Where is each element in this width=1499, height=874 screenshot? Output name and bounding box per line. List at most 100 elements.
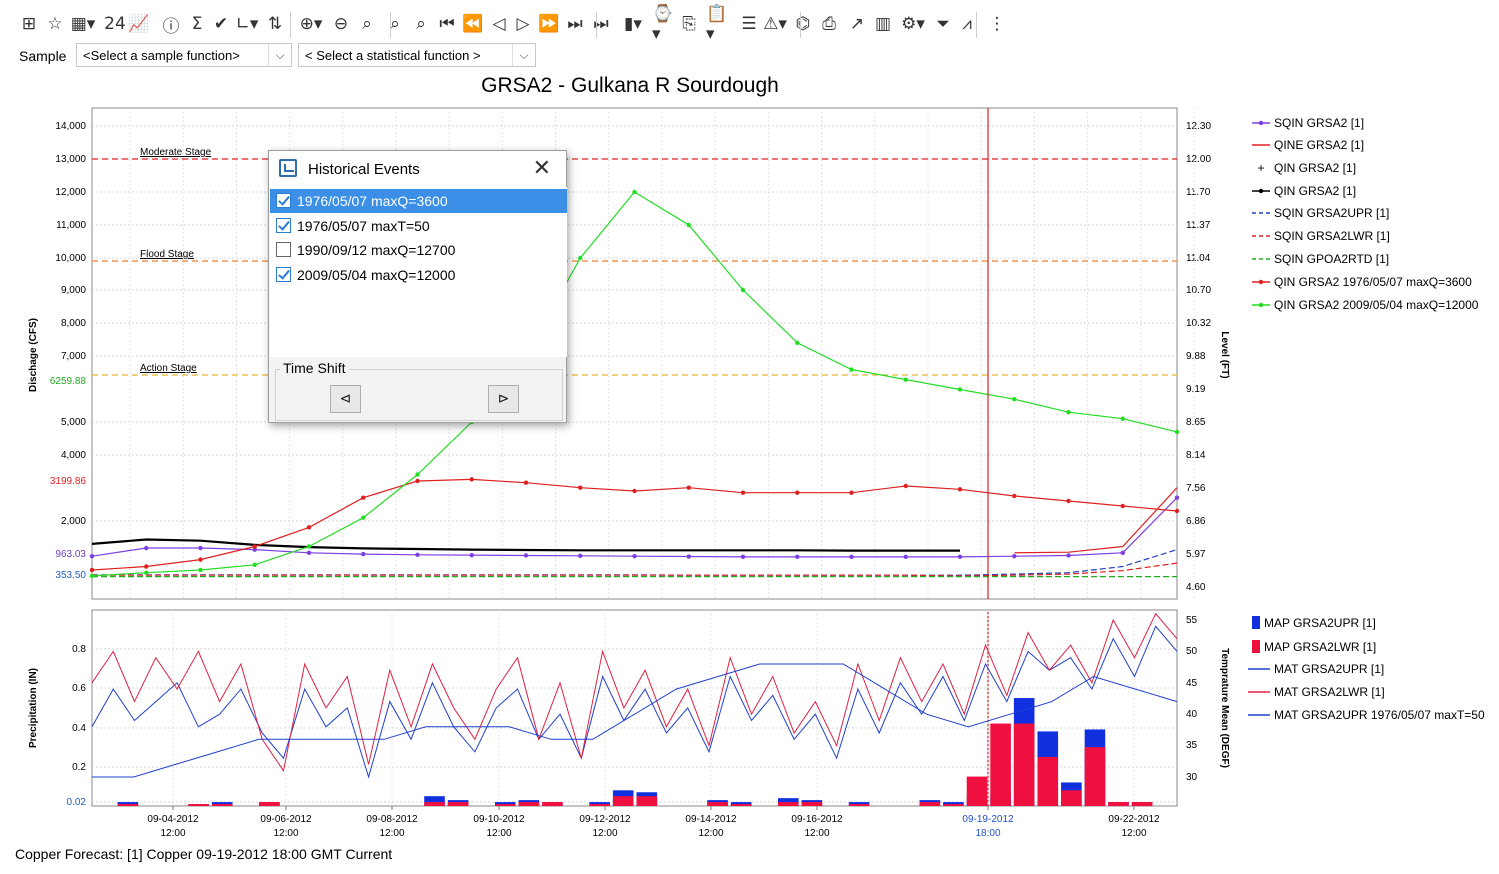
- line-chart-icon[interactable]: 📈: [128, 14, 150, 34]
- temp-line-hist: [92, 663, 1178, 778]
- event-row[interactable]: 1990/09/12 maxQ=12700: [270, 238, 567, 262]
- y-tick-right: 6.86: [1186, 516, 1206, 527]
- series-point: [849, 554, 854, 560]
- series-point: [903, 377, 908, 382]
- bar-chart-icon[interactable]: ▥: [874, 14, 892, 34]
- y-tick-right: 30: [1186, 772, 1198, 783]
- series-point: [144, 545, 149, 551]
- trend-icon[interactable]: ⩘: [962, 14, 972, 34]
- rewind-icon[interactable]: ⏪: [462, 14, 484, 34]
- close-icon[interactable]: ✕: [532, 156, 551, 181]
- axis-options-icon[interactable]: ∟▾: [235, 14, 259, 34]
- series-point: [957, 387, 963, 392]
- zoom-fit-icon[interactable]: ⌕: [390, 14, 400, 34]
- series-point: [306, 544, 312, 549]
- checkbox-checked[interactable]: [276, 266, 291, 282]
- first-icon[interactable]: ⏮: [439, 14, 455, 34]
- legend-entry: MAT GRSA2LWR [1]: [1274, 685, 1385, 699]
- sample-function-value: <Select a sample function>: [83, 48, 240, 63]
- zoom-out-icon[interactable]: ⊖: [333, 14, 349, 34]
- y-axis-label-right: Level (FT): [1219, 331, 1230, 378]
- precip-bar-lwr: [730, 804, 752, 806]
- play-icon[interactable]: ▷: [516, 14, 530, 34]
- y-tick-left: 2,000: [61, 516, 86, 527]
- zoom-reset-icon[interactable]: ⌕: [416, 14, 426, 34]
- sort-icon[interactable]: ⇅: [267, 14, 283, 34]
- stat-function-value: < Select a statistical function >: [305, 48, 481, 63]
- threshold-label: Action Stage: [140, 363, 197, 374]
- end-icon[interactable]: ⏭: [593, 14, 609, 34]
- series-point: [632, 488, 637, 494]
- legend-entry: QIN GRSA2 [1]: [1274, 161, 1356, 175]
- precip-bar-lwr: [1084, 747, 1106, 806]
- threshold-label: Moderate Stage: [140, 147, 212, 158]
- time-shift-prev-button[interactable]: ⊲: [330, 385, 361, 413]
- layout-icon[interactable]: ⊞: [21, 14, 37, 34]
- filter-icon[interactable]: ⏷: [936, 14, 950, 34]
- sample-function-dropdown[interactable]: <Select a sample function> ⌵: [76, 43, 292, 67]
- series-point: [740, 554, 746, 560]
- legend-entry: SQIN GRSA2LWR [1]: [1274, 229, 1390, 243]
- column-marker-icon[interactable]: ▮▾: [624, 14, 642, 34]
- y-tick-right: 10.32: [1186, 318, 1211, 329]
- zoom-in-icon[interactable]: ⊕▾: [299, 14, 323, 34]
- precip-bar-lwr: [636, 796, 658, 806]
- series-point: [306, 525, 312, 530]
- series-point: [523, 480, 529, 485]
- copy-icon[interactable]: ⎘: [682, 14, 696, 34]
- highlight-value: 6259.88: [50, 376, 87, 387]
- checkbox-checked[interactable]: [276, 193, 291, 208]
- series-point: [306, 550, 312, 556]
- y-axis-label-left: Dischage (CFS): [28, 318, 39, 392]
- sum-sigma-icon[interactable]: Σ: [191, 14, 203, 34]
- series-point: [849, 490, 854, 495]
- info-icon[interactable]: ⓘ: [162, 16, 180, 37]
- series-point: [1066, 410, 1071, 415]
- favorite-star-icon[interactable]: ☆: [47, 14, 63, 34]
- event-row[interactable]: 1976/05/07 maxT=50: [270, 214, 567, 238]
- series-point: [1066, 498, 1071, 504]
- dialog-header: Historical Events ✕: [269, 151, 566, 187]
- export-icon[interactable]: ↗: [849, 14, 865, 34]
- x-tick-date: 09-22-2012: [1108, 814, 1160, 825]
- more-icon[interactable]: ⋮: [988, 14, 1006, 34]
- series-point: [1120, 550, 1125, 556]
- prev-icon[interactable]: ◁: [492, 14, 506, 34]
- table-view-icon[interactable]: ▦▾: [70, 14, 96, 34]
- series-point: [740, 287, 746, 293]
- event-label: 1976/05/07 maxQ=3600: [297, 193, 448, 209]
- time-shift-group: Time Shift ⊲ ⊳: [275, 360, 563, 421]
- precip-bar-lwr: [966, 776, 988, 806]
- zoom-rect-icon[interactable]: ⌕: [362, 14, 372, 34]
- stat-function-dropdown[interactable]: < Select a statistical function > ⌵: [298, 43, 536, 67]
- series-point: [361, 495, 366, 500]
- alert-icon[interactable]: ⚠▾: [763, 14, 787, 34]
- event-row[interactable]: 1976/05/07 maxQ=3600: [270, 189, 567, 213]
- print-icon[interactable]: ⎙: [822, 14, 836, 34]
- chart-title: GRSA2 - Gulkana R Sourdough: [481, 74, 779, 97]
- list-icon[interactable]: ☰: [741, 14, 757, 34]
- checkbox-unchecked[interactable]: [276, 242, 291, 257]
- time-shift-next-button[interactable]: ⊳: [488, 385, 519, 413]
- y-tick-left: 8,000: [61, 318, 86, 329]
- x-tick-date: 09-06-2012: [260, 814, 312, 825]
- precip-bar-lwr: [1131, 802, 1153, 806]
- series-point: [198, 545, 203, 551]
- last-icon[interactable]: ⏭: [567, 14, 583, 34]
- series-point: [849, 367, 854, 372]
- time-shift-label: Time Shift: [280, 360, 349, 376]
- series-point: [469, 477, 474, 482]
- settings-icon[interactable]: ⚙▾: [901, 14, 925, 34]
- checklist-icon[interactable]: ✔: [213, 14, 229, 34]
- y-tick-right: 12.30: [1186, 121, 1211, 132]
- legend-entry: QINE GRSA2 [1]: [1274, 138, 1364, 152]
- y-tick-left: 0.8: [72, 644, 86, 655]
- legend-marker: [1258, 120, 1264, 126]
- legend-entry: SQIN GRSA2UPR [1]: [1274, 206, 1389, 220]
- checkbox-checked[interactable]: [276, 217, 291, 233]
- analyze-icon[interactable]: ⌬: [795, 14, 811, 34]
- fast-forward-icon[interactable]: ⏩: [538, 14, 560, 34]
- hours-24-icon[interactable]: 24: [104, 14, 126, 34]
- series-point: [578, 485, 583, 490]
- event-row[interactable]: 2009/05/04 maxQ=12000: [270, 263, 567, 287]
